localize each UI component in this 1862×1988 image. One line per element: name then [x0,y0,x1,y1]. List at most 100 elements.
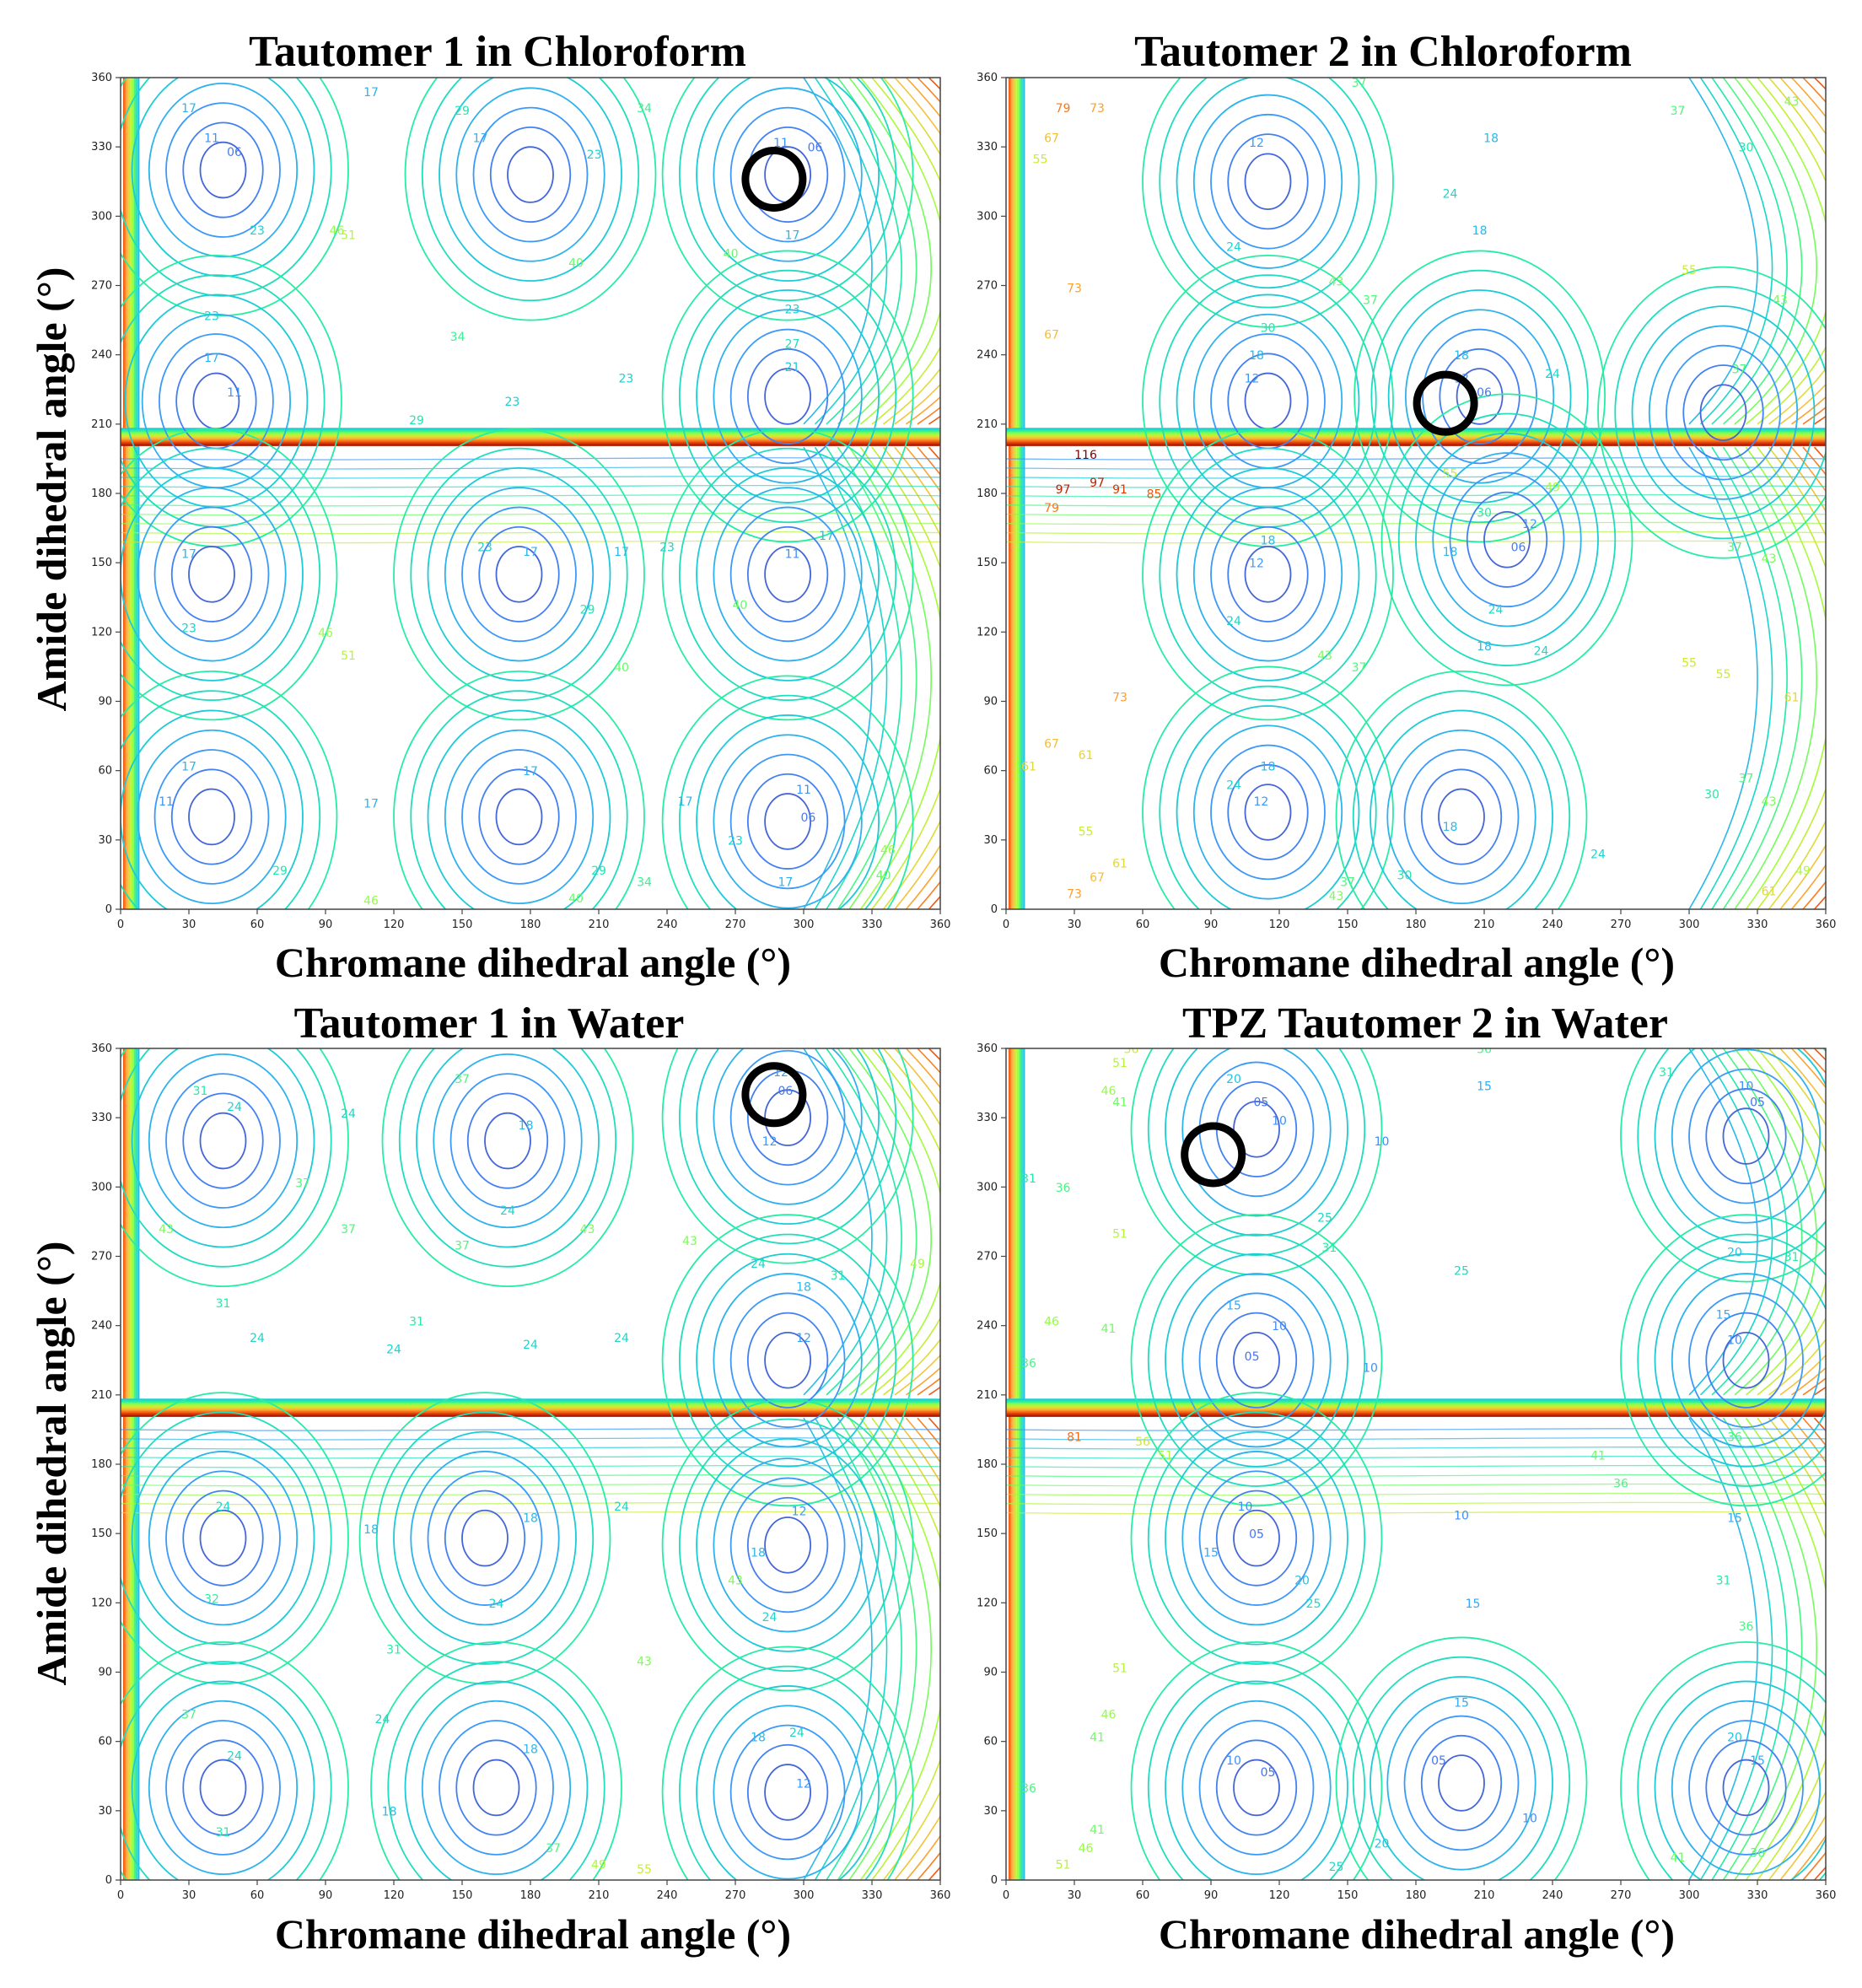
contour-ring [121,1048,349,1287]
y-tick-label: 30 [983,1805,998,1818]
contour-label: 46 [363,895,379,908]
contour-label: 67 [1090,871,1105,885]
contour-ring [148,1053,299,1229]
contour-line [121,1428,940,1431]
contour-ring [375,1411,595,1665]
contour-line [882,1048,940,1880]
contour-ring [188,788,235,846]
contour-label: 06 [227,146,242,159]
contour-line [121,531,940,535]
contour-label: 61 [1762,886,1777,899]
contour-label: 51 [1112,1662,1127,1676]
contour-ring [121,1661,332,1880]
contour-ring [1176,466,1360,682]
contour-ring [410,447,628,702]
contour-label: 12 [796,1777,811,1791]
contour-label: 24 [1545,368,1560,381]
contour-label: 24 [1226,779,1241,793]
y-tick-label: 60 [983,1736,998,1748]
contour-line [121,512,940,516]
contour-ring [188,546,235,603]
contour-label: 18 [523,1743,538,1756]
contour-label: 49 [591,1858,606,1872]
contour-label: 43 [1762,795,1777,809]
contour-ring [661,1646,914,1880]
contour-label: 37 [546,1842,561,1856]
contour-label: 31 [1321,1242,1337,1255]
y-tick-label: 150 [977,1527,998,1540]
contour-ring [1176,705,1360,909]
contour-ring [131,1680,315,1880]
contour-ring [387,1661,605,1880]
contour-label: 17 [523,765,538,778]
contour-ring [410,1451,560,1626]
contour-label: 11 [159,795,174,809]
x-tick-label: 0 [1003,919,1009,931]
contour-label: 10 [1272,1320,1287,1333]
contour-label: 10 [1739,1080,1754,1093]
contour-ring [370,1641,622,1880]
contour-label: 40 [568,892,584,906]
contour-label: 46 [1101,1085,1117,1098]
contour-ring [696,466,880,682]
contour-line [121,503,940,507]
contour-label: 17 [181,548,196,562]
contour-line [1734,78,1817,909]
contour-line [1757,78,1826,909]
contour-ring [121,671,338,909]
contour-ring [1181,1273,1332,1448]
contour-ring [696,1048,880,1226]
contour-label: 18 [751,1732,766,1745]
x-tick-label: 300 [1679,919,1700,931]
contour-line [814,78,888,909]
x-tick-label: 180 [520,1889,541,1902]
contour-label: 46 [1044,1316,1059,1329]
contour-ring [1671,1273,1822,1448]
x-tick-label: 270 [1611,1889,1632,1902]
edge-contours [1008,78,1826,909]
contour-label: 31 [216,1826,231,1840]
x-tick-label: 360 [930,919,951,931]
contour-ring [182,1092,264,1189]
contour-ring [1637,1048,1826,1263]
contour-ring [1165,1253,1348,1468]
contour-label: 11 [227,386,242,400]
energy-minimum [1620,1214,1826,1507]
contour-label: 25 [1317,1211,1332,1225]
contour-ring [1648,325,1799,500]
y-tick-label: 210 [977,418,998,431]
contour-ring [148,1451,299,1626]
contour-label: 12 [1245,373,1260,386]
edge-contours [1008,1048,1826,1880]
contour-label: 41 [1671,1851,1686,1865]
contour-line [826,78,902,909]
contour-ring [484,1112,531,1170]
contour-ring [678,1233,897,1487]
contour-ring [746,525,829,622]
contour-label: 61 [1112,858,1127,871]
contour-ring [1370,269,1589,524]
x-tick-label: 330 [1747,1889,1768,1902]
contour-label: 37 [1671,105,1686,118]
contour-ring [1192,487,1343,662]
contour-ring [121,447,321,701]
contour-ring [1432,452,1582,628]
contour-ring [1705,1739,1787,1836]
contour-ring [661,675,914,909]
contour-label: 10 [1522,1813,1537,1826]
contour-label: 41 [1590,1450,1606,1463]
contour-ring [1142,428,1394,721]
contour-label: 15 [1727,1511,1742,1525]
contour-ring [1466,491,1548,588]
contour-ring [131,78,315,277]
contour-label: 18 [382,1805,397,1818]
contour-ring [404,1680,589,1880]
contour-ring [1620,1214,1826,1507]
contour-ring [764,368,811,425]
contour-ring [1210,506,1326,643]
contour-ring [444,729,595,905]
contour-ring [121,78,349,316]
contour-label: 55 [1682,656,1697,670]
x-tick-label: 330 [1747,919,1768,931]
